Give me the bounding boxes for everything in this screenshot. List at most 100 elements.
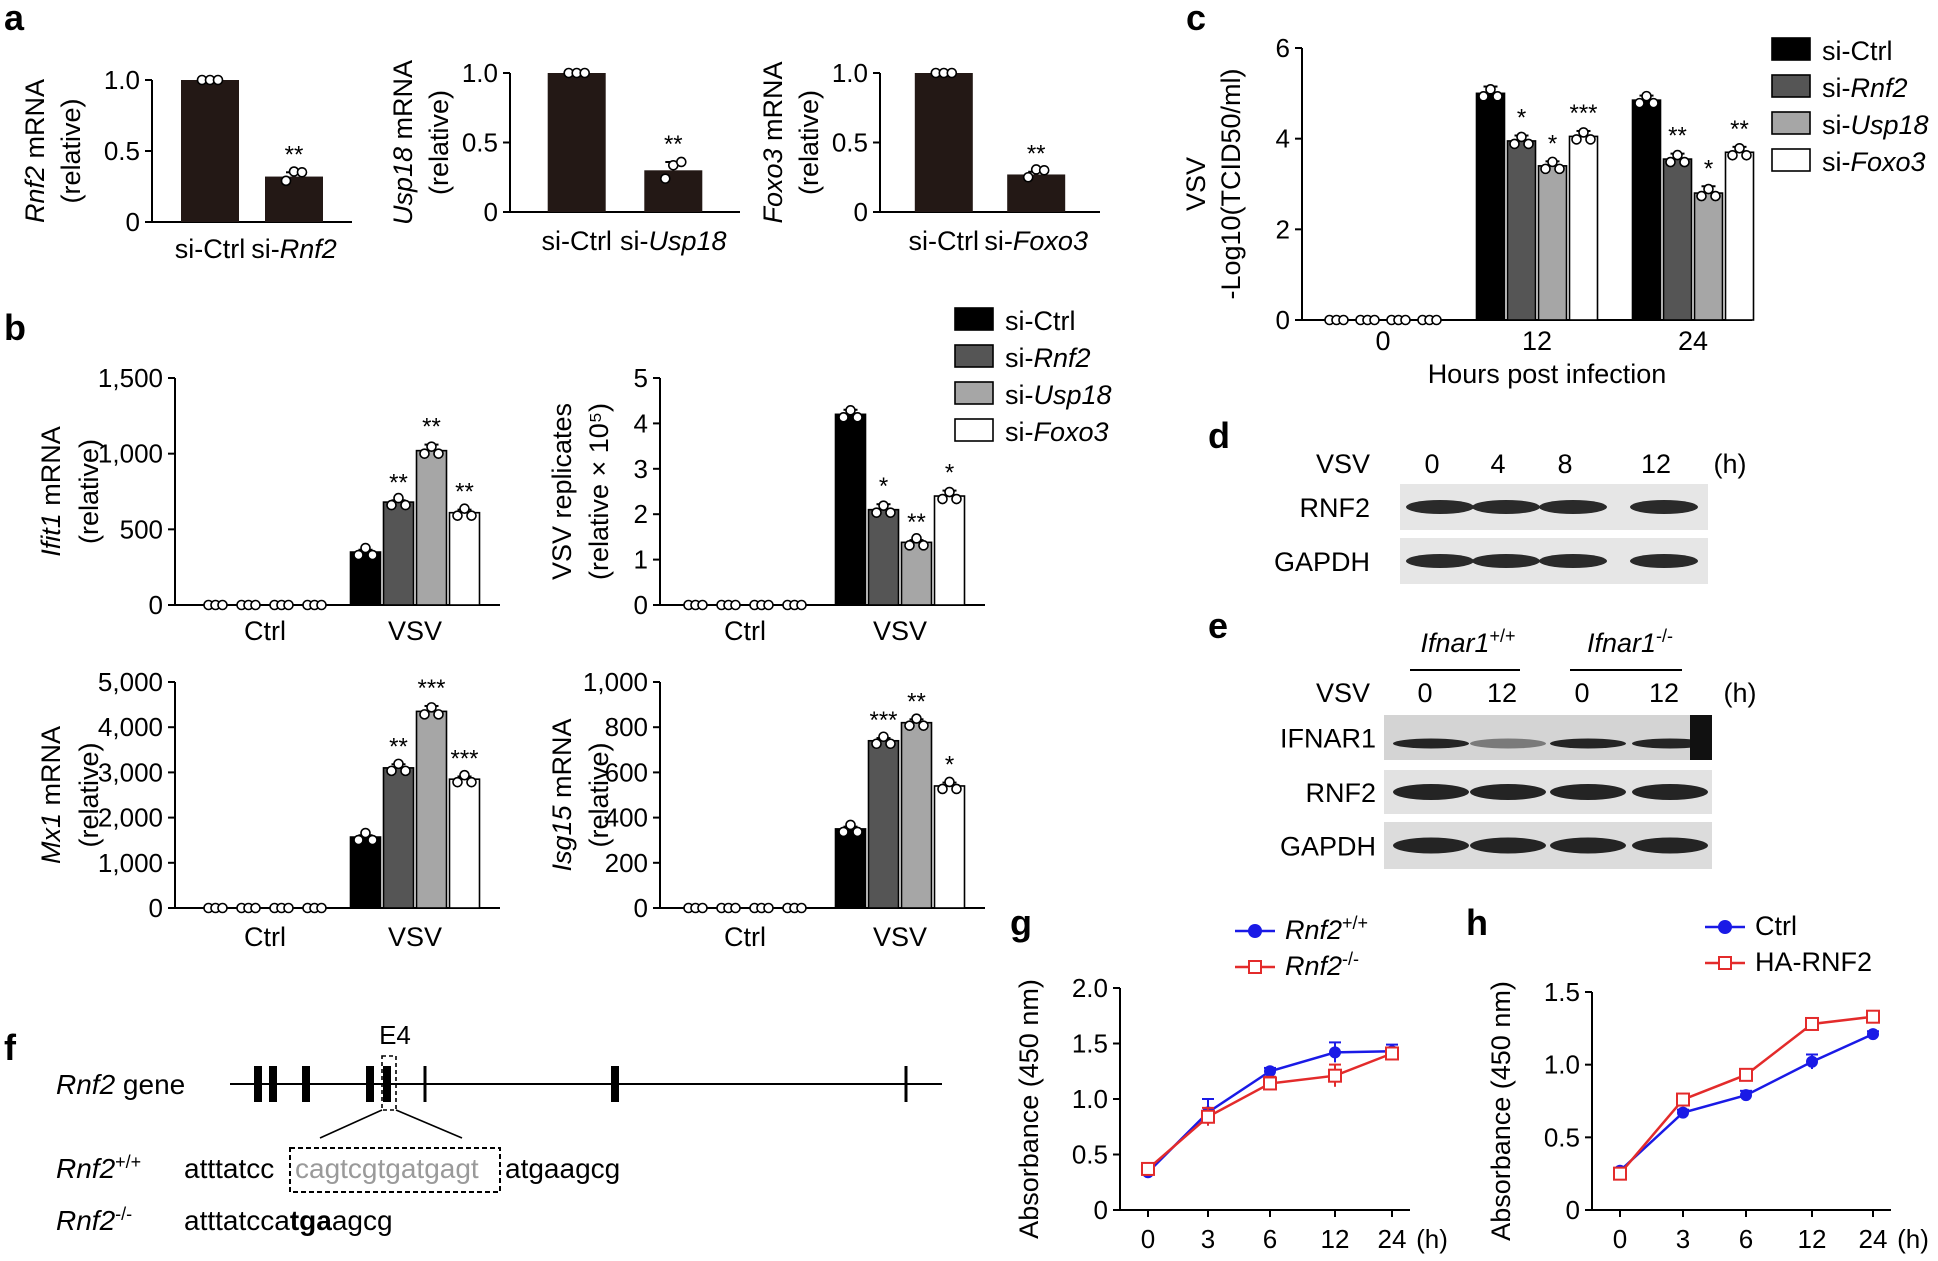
exon-label: E4 bbox=[379, 1020, 411, 1050]
y-tick-label: 400 bbox=[605, 803, 648, 833]
legend-label: si-Rnf2 bbox=[1005, 343, 1091, 373]
x-group-label: VSV bbox=[873, 922, 927, 952]
blot-membrane bbox=[1384, 715, 1712, 760]
bar bbox=[1631, 99, 1662, 321]
data-point bbox=[353, 834, 364, 846]
bar bbox=[382, 501, 415, 606]
y-tick-label: 1.5 bbox=[1072, 1029, 1108, 1059]
data-point bbox=[937, 493, 948, 505]
legend-name: Foxo3 bbox=[1851, 147, 1926, 177]
bar bbox=[1007, 174, 1066, 212]
significance-label: * bbox=[945, 752, 954, 779]
data-point bbox=[1038, 165, 1050, 176]
panel-label-e: e bbox=[1208, 605, 1228, 646]
bar bbox=[1662, 158, 1693, 321]
panel-label-g: g bbox=[1010, 902, 1032, 943]
x-group-label: VSV bbox=[873, 616, 927, 646]
y-tick-label: 2 bbox=[1276, 214, 1290, 244]
wt-sup: +/+ bbox=[115, 1152, 141, 1172]
data-point bbox=[796, 599, 807, 611]
y-tick-label: 1.0 bbox=[832, 58, 868, 88]
bar bbox=[265, 176, 323, 222]
data-point bbox=[217, 902, 228, 914]
y-tick-label: 4 bbox=[1276, 124, 1290, 154]
data-point bbox=[360, 827, 371, 839]
legend-prefix: si- bbox=[1822, 73, 1851, 103]
y-axis-label: Absorbance (450 nm) bbox=[1014, 979, 1044, 1239]
chart-absorbance-ha-rnf2: 0 0.5 1.0 1.5 0 3 6 12 24 (h) Absorbance (450 nm) C… bbox=[1486, 911, 1929, 1254]
y-axis-label-line2: (relative) bbox=[794, 90, 824, 195]
legend-label: si-Usp18 bbox=[1005, 380, 1112, 410]
x-group-label: Ctrl bbox=[244, 922, 286, 952]
significance-label: ** bbox=[1027, 141, 1046, 168]
y-axis-label: Isg15 mRNA bbox=[547, 718, 577, 871]
y-axis-label: Absorbance (450 nm) bbox=[1486, 981, 1516, 1241]
gene-suffix: gene bbox=[115, 1069, 185, 1100]
significance-label: *** bbox=[1569, 100, 1597, 127]
data-point bbox=[878, 731, 889, 743]
x-group-label: 12 bbox=[1522, 326, 1552, 356]
legend-label: Ctrl bbox=[1755, 911, 1797, 941]
legend-name: Rnf2 bbox=[1851, 73, 1908, 103]
legend-name: HA-RNF2 bbox=[1755, 947, 1872, 977]
data-point bbox=[904, 540, 915, 551]
blot-band bbox=[1406, 554, 1474, 568]
data-point bbox=[433, 448, 444, 459]
legend-marker bbox=[1718, 956, 1732, 970]
x-tick-label: 3 bbox=[1201, 1224, 1215, 1254]
y-tick-label: 2,000 bbox=[98, 803, 163, 833]
legend-label: si-Rnf2 bbox=[1822, 73, 1908, 103]
panel-label-f: f bbox=[4, 1027, 17, 1068]
legend-label: si-Foxo3 bbox=[1005, 417, 1109, 447]
panel-label-b: b bbox=[4, 307, 26, 348]
gene-name: Rnf2 bbox=[56, 1069, 116, 1100]
data-point bbox=[283, 599, 294, 611]
genotype-label-ko: Ifnar1-/- bbox=[1587, 626, 1673, 658]
bar bbox=[914, 73, 973, 212]
data-point bbox=[1547, 156, 1558, 168]
wt-seq-deleted: cagtcgtgatgagt bbox=[295, 1153, 479, 1184]
bar bbox=[644, 170, 703, 212]
data-point bbox=[1509, 138, 1520, 150]
x-category-italic: Rnf2 bbox=[280, 234, 337, 264]
data-point bbox=[845, 819, 856, 831]
x-group-label: VSV bbox=[388, 922, 442, 952]
data-point bbox=[659, 173, 671, 184]
data-point bbox=[838, 412, 849, 423]
bar bbox=[867, 508, 900, 606]
y-axis-label-gene: Mx1 bbox=[36, 813, 66, 864]
legend-marker bbox=[1718, 920, 1732, 934]
y-axis-label-gene: Foxo3 bbox=[758, 148, 788, 223]
ko-sequence: atttatccatgaagcg bbox=[184, 1205, 393, 1236]
data-point bbox=[353, 549, 364, 561]
data-point bbox=[1641, 90, 1652, 102]
legend-name: Ctrl bbox=[1851, 36, 1893, 66]
bar bbox=[382, 767, 415, 909]
legend-name: Foxo3 bbox=[1034, 417, 1109, 447]
y-tick-label: 2.0 bbox=[1072, 973, 1108, 1003]
x-group-label: Ctrl bbox=[724, 922, 766, 952]
x-group-label: Ctrl bbox=[244, 616, 286, 646]
blot-row-label: RNF2 bbox=[1305, 778, 1376, 808]
x-tick-label: 12 bbox=[1321, 1224, 1350, 1254]
y-axis-label-gene: Ifit1 bbox=[36, 513, 66, 557]
y-axis-label: Rnf2 mRNA bbox=[20, 79, 50, 223]
western-blot-e: Ifnar1+/+ Ifnar1-/-VSV 0 12 0 12 (h)IFNAR1RNF2… bbox=[1280, 626, 1757, 869]
data-point bbox=[1578, 127, 1589, 138]
y-tick-label: 0 bbox=[484, 197, 498, 227]
y-tick-label: 1.0 bbox=[462, 58, 498, 88]
blot-unit-label: (h) bbox=[1724, 678, 1757, 708]
x-category-label: si-Ctrl bbox=[175, 234, 245, 264]
data-point bbox=[386, 765, 397, 777]
legend-name: Ctrl bbox=[1755, 911, 1797, 941]
blot-lane-label: 0 bbox=[1574, 678, 1589, 708]
data-point bbox=[904, 720, 915, 731]
exon-block bbox=[423, 1066, 427, 1102]
significance-label: * bbox=[945, 460, 954, 487]
legend-label: si-Ctrl bbox=[1005, 306, 1076, 336]
data-point bbox=[452, 776, 463, 788]
data-point bbox=[1806, 1055, 1818, 1068]
data-point bbox=[871, 738, 882, 750]
